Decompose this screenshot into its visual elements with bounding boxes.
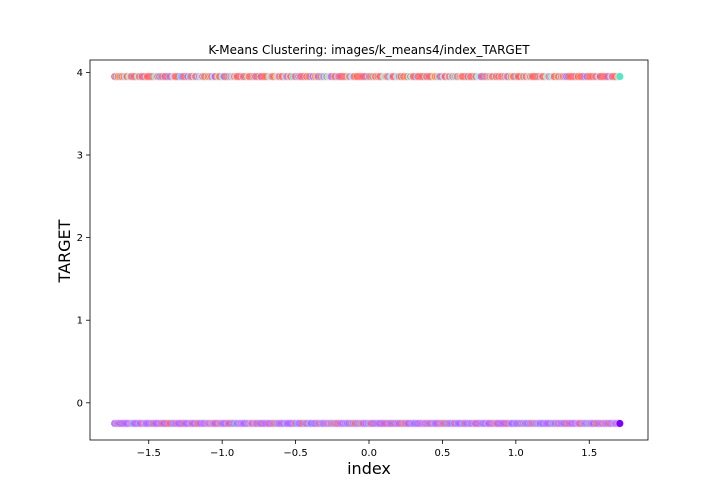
- y-tick-label: 0: [77, 398, 83, 409]
- x-tick-label: −1.5: [137, 448, 161, 459]
- x-tick-label: 1.5: [581, 448, 597, 459]
- points-layer: [110, 72, 624, 428]
- x-tick-label: 0.0: [361, 448, 377, 459]
- chart-title: K-Means Clustering: images/k_means4/inde…: [208, 43, 530, 57]
- y-tick-label: 4: [77, 68, 83, 79]
- y-tick-label: 1: [77, 316, 83, 327]
- x-tick-label: 0.5: [434, 448, 450, 459]
- y-axis-title: TARGET: [55, 219, 74, 283]
- scatter-point: [615, 419, 624, 428]
- y-tick-label: 2: [77, 233, 83, 244]
- y-axis: 0 1 2 3 4: [77, 68, 90, 409]
- x-tick-label: −0.5: [283, 448, 307, 459]
- plot-frame: [89, 59, 649, 441]
- scatter-point: [615, 72, 624, 81]
- x-tick-label: 1.0: [508, 448, 524, 459]
- x-tick-label: −1.0: [210, 448, 234, 459]
- x-axis: −1.5 −1.0 −0.5 0.0 0.5 1.0 1.5: [137, 440, 597, 459]
- y-tick-label: 3: [77, 151, 83, 162]
- x-axis-title: index: [347, 459, 391, 478]
